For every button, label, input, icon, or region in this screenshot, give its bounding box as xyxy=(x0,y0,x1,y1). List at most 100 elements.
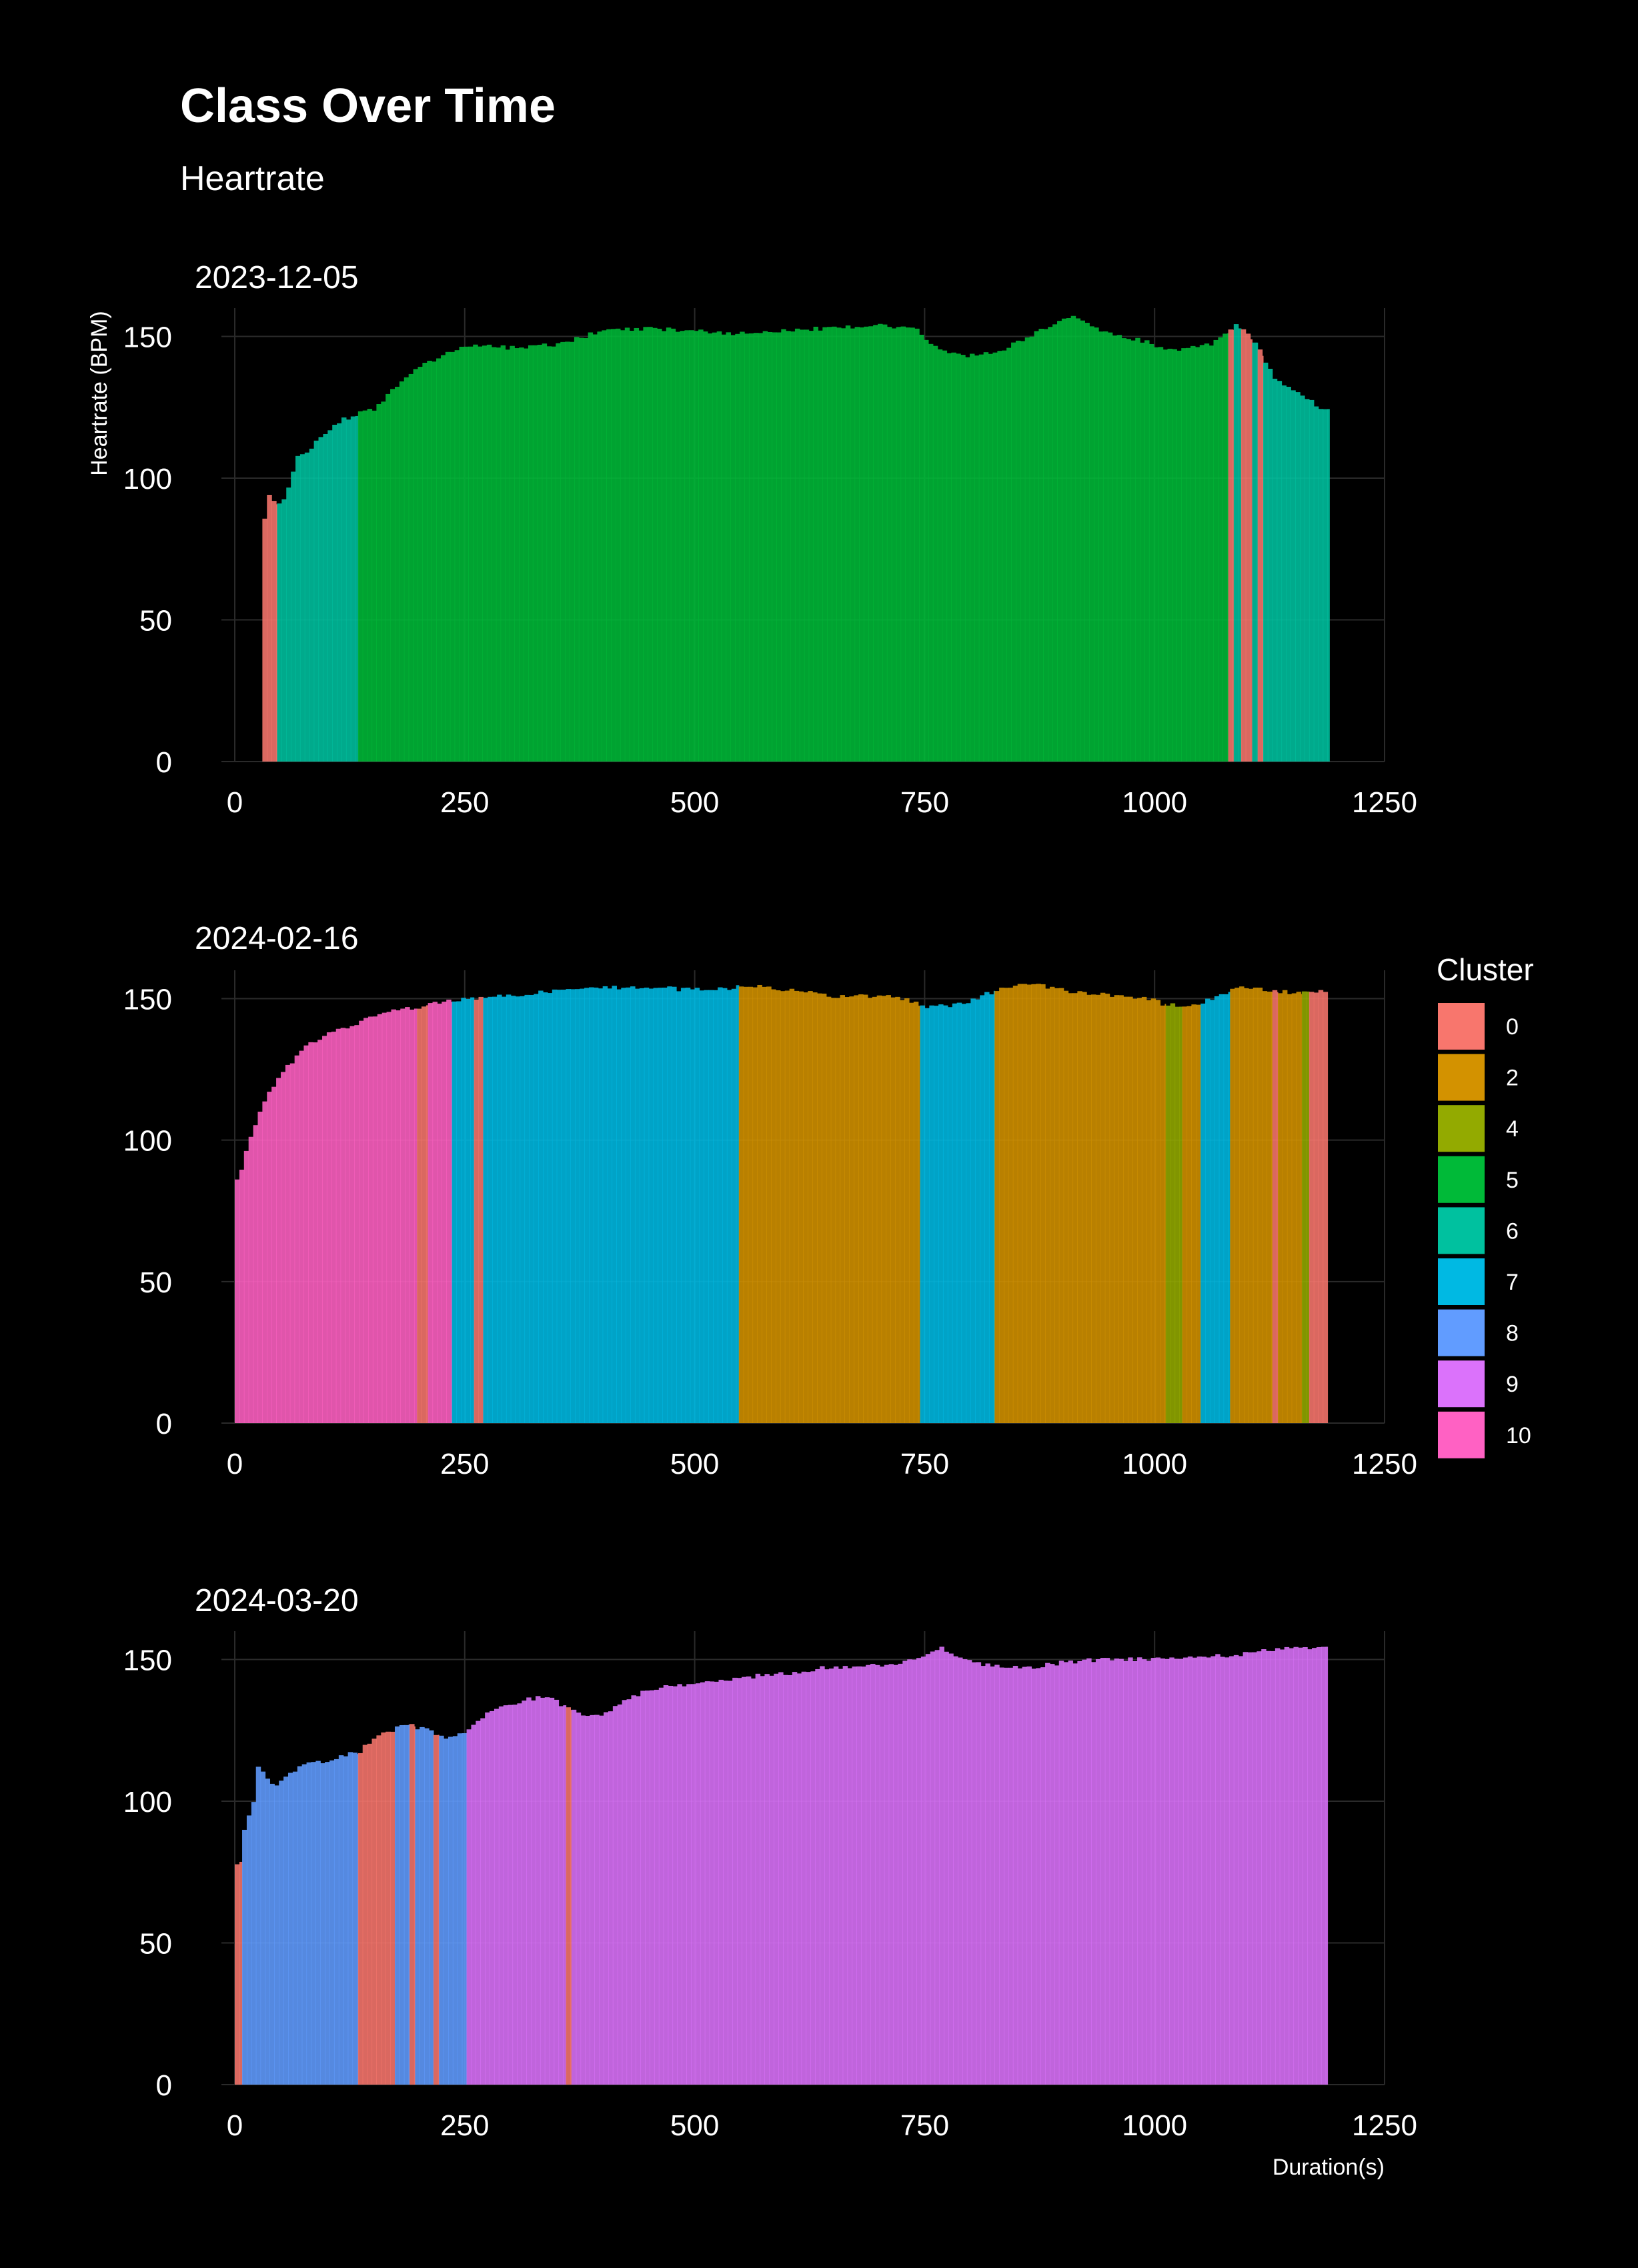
bar-cluster-2 xyxy=(812,992,818,1423)
bar-cluster-5 xyxy=(514,348,520,762)
bar-cluster-5 xyxy=(988,353,994,762)
bar-cluster-0 xyxy=(1323,992,1329,1423)
bar-cluster-9 xyxy=(686,1684,692,2085)
bar-cluster-5 xyxy=(1034,331,1040,762)
bar-cluster-5 xyxy=(403,377,410,762)
bar-cluster-5 xyxy=(1102,331,1108,762)
bar-cluster-0 xyxy=(362,1745,368,2085)
bar-cluster-0 xyxy=(1250,339,1253,762)
bar-cluster-10 xyxy=(289,1063,295,1423)
bar-cluster-7 xyxy=(630,986,636,1423)
bar-cluster-5 xyxy=(969,353,975,762)
bar-cluster-0 xyxy=(1228,329,1234,762)
bar-cluster-5 xyxy=(670,328,676,762)
bar-cluster-7 xyxy=(947,1007,953,1423)
y-tick-label: 100 xyxy=(123,463,172,495)
bar-cluster-7 xyxy=(984,992,990,1423)
bar-cluster-9 xyxy=(480,1718,486,2085)
bar-cluster-7 xyxy=(966,1003,971,1423)
bar-cluster-9 xyxy=(645,1690,650,2085)
bar-cluster-7 xyxy=(938,1004,944,1423)
bar-cluster-9 xyxy=(490,1711,495,2085)
bar-cluster-9 xyxy=(1086,1658,1092,2085)
bar-cluster-8 xyxy=(439,1735,444,2085)
bar-cluster-0 xyxy=(371,1739,377,2085)
bar-cluster-5 xyxy=(357,411,363,762)
bar-cluster-5 xyxy=(1208,345,1214,762)
bar-cluster-2 xyxy=(766,986,772,1423)
bar-cluster-9 xyxy=(1095,1659,1101,2085)
bar-cluster-5 xyxy=(730,335,736,762)
bar-cluster-7 xyxy=(584,988,590,1423)
bar-cluster-10 xyxy=(359,1020,364,1423)
bar-cluster-7 xyxy=(520,996,526,1423)
legend-label-0: 0 xyxy=(1506,1014,1519,1040)
bar-cluster-9 xyxy=(842,1666,848,2085)
bar-cluster-5 xyxy=(703,331,708,762)
bar-cluster-5 xyxy=(942,350,948,762)
bar-cluster-5 xyxy=(1186,347,1191,762)
bar-cluster-9 xyxy=(672,1686,678,2085)
bar-cluster-9 xyxy=(999,1667,1004,2085)
bar-cluster-9 xyxy=(1045,1662,1050,2085)
bar-cluster-5 xyxy=(997,351,1002,762)
bar-cluster-8 xyxy=(255,1767,261,2085)
bar-cluster-10 xyxy=(428,1003,434,1423)
bar-cluster-0 xyxy=(357,1753,363,2085)
bar-cluster-5 xyxy=(744,333,750,762)
bar-cluster-2 xyxy=(1077,991,1082,1423)
bar-cluster-2 xyxy=(1271,992,1273,1423)
bars xyxy=(235,984,1329,1423)
bar-cluster-7 xyxy=(612,986,617,1423)
x-axis-title: Duration(s) xyxy=(1273,2155,1385,2180)
bar-cluster-2 xyxy=(1123,996,1128,1423)
bar-cluster-6 xyxy=(345,419,351,762)
bar-cluster-5 xyxy=(1194,347,1200,762)
bar-cluster-2 xyxy=(1146,1000,1152,1423)
bar-cluster-5 xyxy=(1190,345,1196,762)
bar-cluster-10 xyxy=(367,1016,373,1423)
bar-cluster-6 xyxy=(309,448,315,762)
bar-cluster-8 xyxy=(448,1737,454,2085)
bar-cluster-9 xyxy=(503,1705,509,2085)
bar-cluster-10 xyxy=(391,1009,396,1423)
bar-cluster-5 xyxy=(629,331,635,762)
bar-cluster-2 xyxy=(918,1006,921,1423)
bar-cluster-5 xyxy=(1094,327,1099,762)
bar-cluster-8 xyxy=(283,1777,289,2085)
bar-cluster-9 xyxy=(866,1664,871,2085)
y-axis-title: Heartrate (BPM) xyxy=(87,311,112,476)
bar-cluster-4 xyxy=(1174,1006,1180,1423)
bar-cluster-2 xyxy=(789,988,795,1423)
bar-cluster-5 xyxy=(956,353,961,762)
y-tick-label: 0 xyxy=(156,1408,172,1440)
bar-cluster-5 xyxy=(583,338,589,762)
bar-cluster-5 xyxy=(1167,348,1173,762)
bar-cluster-5 xyxy=(808,331,814,762)
bar-cluster-5 xyxy=(615,328,621,762)
bar-cluster-9 xyxy=(554,1699,560,2085)
bar-cluster-9 xyxy=(531,1700,536,2085)
bar-cluster-9 xyxy=(815,1668,820,2085)
bar-cluster-7 xyxy=(492,996,498,1423)
bar-cluster-0 xyxy=(1257,349,1263,762)
bar-cluster-9 xyxy=(723,1680,728,2085)
bar-cluster-5 xyxy=(464,346,469,762)
bar-cluster-5 xyxy=(473,344,478,762)
legend-label-7: 7 xyxy=(1506,1270,1519,1295)
bar-cluster-5 xyxy=(1130,340,1136,762)
bar-cluster-2 xyxy=(1031,984,1036,1423)
bar-cluster-5 xyxy=(381,401,386,762)
bar-cluster-9 xyxy=(612,1706,618,2085)
bar-cluster-2 xyxy=(1132,998,1138,1423)
bar-cluster-5 xyxy=(992,352,998,762)
x-tick-label: 0 xyxy=(227,1448,243,1480)
bar-cluster-7 xyxy=(461,998,466,1423)
bar-cluster-5 xyxy=(1052,324,1058,762)
bar-cluster-5 xyxy=(680,331,686,762)
bar-cluster-9 xyxy=(1104,1658,1110,2085)
bar-cluster-8 xyxy=(325,1762,330,2085)
panel-title: 2024-02-16 xyxy=(195,921,359,956)
bar-cluster-2 xyxy=(1091,994,1096,1423)
bar-cluster-10 xyxy=(414,1008,418,1423)
